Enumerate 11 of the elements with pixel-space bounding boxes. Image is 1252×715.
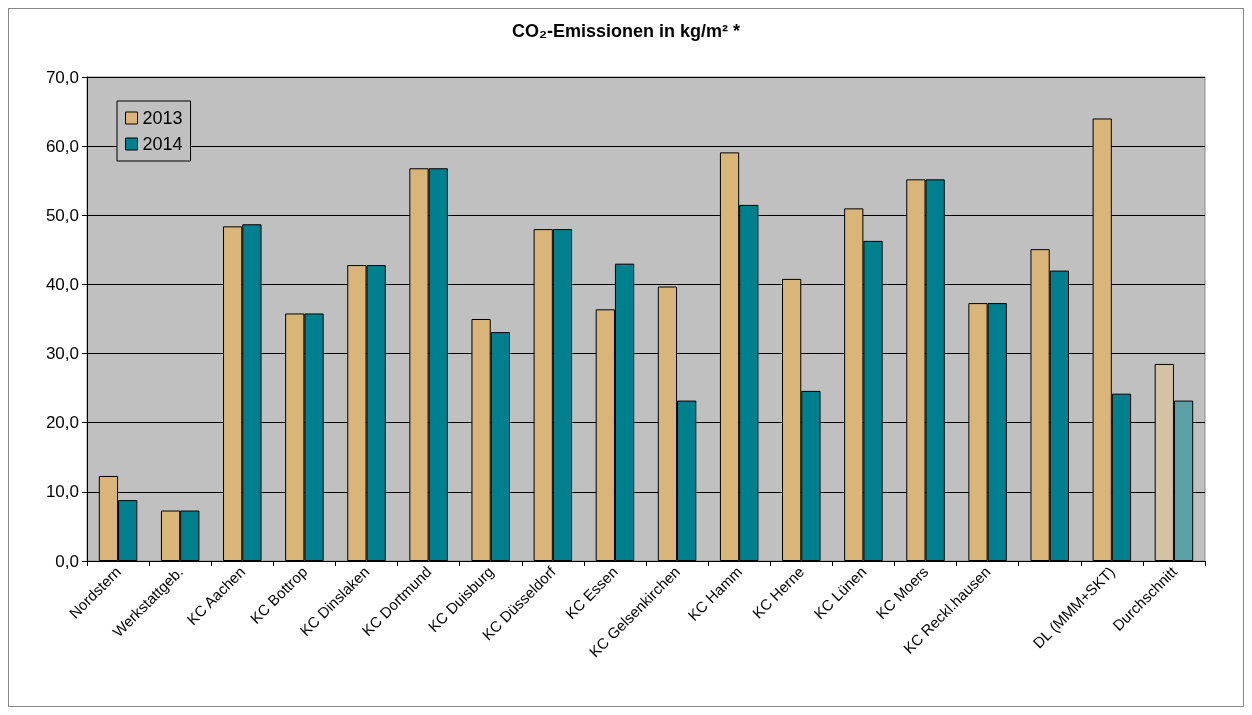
y-tick-label: 0,0 [55,551,79,571]
y-tick-label: 70,0 [45,67,79,87]
legend-label: 2013 [142,108,183,128]
y-tick-label: 40,0 [45,274,79,294]
chart-title: CO₂-Emissionen in kg/m² * [511,21,741,41]
y-tick-label: 30,0 [45,344,79,364]
y-tick-label: 50,0 [45,205,79,225]
legend-label: 2014 [142,134,183,154]
y-tick-label: 60,0 [45,136,79,156]
y-tick-label: 10,0 [45,482,79,502]
y-tick-label: 20,0 [45,413,79,433]
